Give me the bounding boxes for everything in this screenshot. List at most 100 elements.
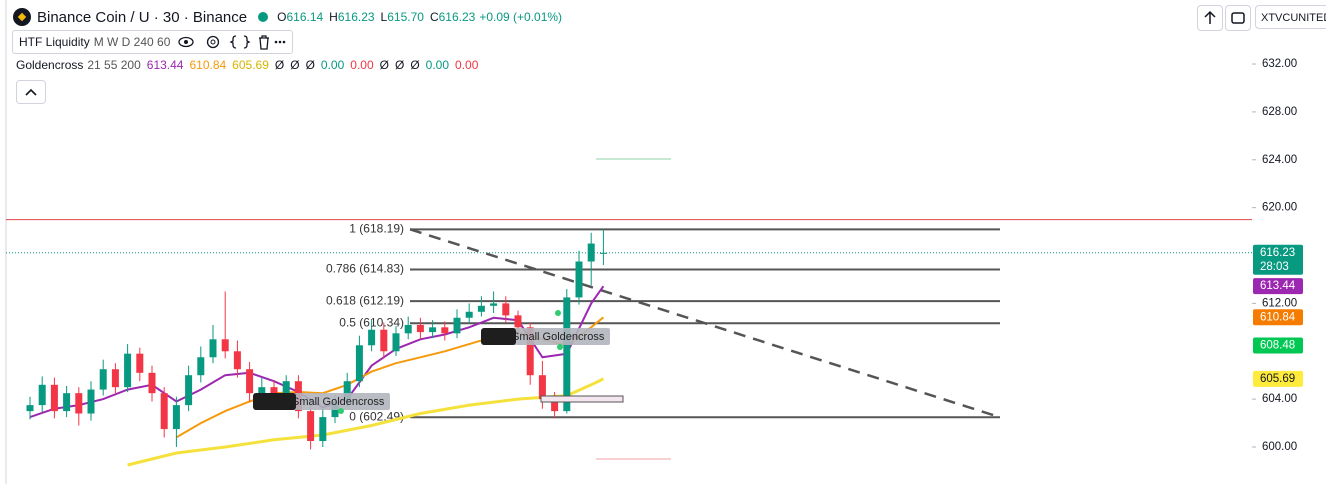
price-tag	[1253, 370, 1303, 387]
candle-body	[319, 417, 327, 442]
candle-body	[453, 317, 461, 334]
candle-body	[63, 393, 71, 412]
fullscreen-button[interactable]	[1225, 5, 1251, 31]
candle-body	[355, 345, 363, 382]
ohlc-key: L	[380, 10, 388, 24]
ohlc-values: O 616.14 H 616.23 L 615.70 C 616.23	[271, 10, 475, 24]
candle-body	[185, 375, 193, 406]
candle-body	[514, 315, 522, 328]
indicator-value: 613.44	[146, 58, 184, 72]
candle-body	[124, 353, 132, 388]
indicator-value: 0.00	[320, 58, 345, 72]
signal-dot	[557, 344, 563, 350]
candle-body	[38, 384, 46, 406]
candle-body	[209, 339, 217, 358]
y-tick-label: 620.00	[1262, 202, 1297, 214]
candle-body	[551, 399, 559, 412]
countdown: 28:03	[1260, 261, 1289, 273]
signal-label: Small Goldencross	[292, 396, 385, 408]
ohlc-key: O	[277, 10, 287, 24]
indicator-value: Ø	[410, 58, 420, 72]
candle-body	[538, 375, 546, 400]
candle-body	[270, 387, 278, 397]
price-tag-label: 608.48	[1260, 340, 1295, 352]
signal-label: Small Goldencross	[512, 331, 605, 343]
price-tag	[1253, 244, 1303, 275]
candle-body	[233, 351, 241, 370]
candle-body	[380, 329, 388, 352]
candle-body	[75, 393, 83, 414]
indicator-name[interactable]: Goldencross	[16, 58, 84, 72]
coin-icon	[13, 8, 31, 26]
y-tick-label: 604.00	[1262, 393, 1297, 405]
candle-body	[172, 405, 180, 430]
price-axis	[1252, 0, 1326, 484]
fib-label: 0.618 (612.19)	[326, 293, 404, 307]
indicator-params: M W D 240 60	[93, 35, 171, 49]
market-status	[258, 12, 269, 22]
candle-body	[526, 327, 534, 376]
price-tag-label: 613.44	[1260, 280, 1296, 292]
signal-label-bg	[508, 328, 610, 345]
ohlc-value: 615.70	[387, 10, 424, 24]
candle-body	[50, 384, 58, 412]
indicator-name[interactable]: HTF Liquidity	[19, 35, 90, 49]
candle-body	[441, 327, 449, 334]
y-tick-label: 600.00	[1262, 441, 1297, 453]
candle-body	[490, 303, 498, 306]
scroll-up-button[interactable]	[1197, 5, 1223, 31]
account-button[interactable]: XTVCUNITED	[1255, 5, 1326, 29]
symbol-title[interactable]: Binance Coin / U · 30 · Binance	[37, 8, 248, 26]
chevron-icon	[25, 88, 37, 96]
indicator-value: 0.00	[425, 58, 450, 72]
signal-marker	[481, 328, 516, 345]
y-tick-label: 628.00	[1262, 106, 1297, 118]
collapse-button[interactable]	[16, 80, 46, 104]
candle-body	[599, 252, 607, 254]
arrow-icon	[1204, 10, 1216, 24]
candle-body	[392, 333, 400, 352]
y-tick-label: 632.00	[1262, 58, 1297, 70]
indicator-value: Ø	[305, 58, 315, 72]
candle-body	[575, 261, 583, 298]
signal-marker	[253, 393, 296, 410]
indicator-row: Goldencross 21 55 200 613.44 610.84 605.69…	[16, 55, 478, 75]
candle-body	[136, 353, 144, 373]
symbol-bar: Binance Coin / U · 30 · Binance O 616.14 H…	[12, 6, 562, 28]
candle-body	[148, 372, 156, 394]
indicator-value: Ø	[274, 58, 285, 72]
ohlc-value: 616.23	[438, 10, 476, 24]
ohlc-value: 616.23	[337, 10, 375, 24]
candle-body	[26, 405, 34, 412]
candle-body	[404, 324, 412, 334]
candle-body	[111, 369, 119, 388]
candle-body	[87, 389, 95, 414]
fib-label: 1 (618.19)	[349, 221, 404, 235]
candle-body	[429, 327, 437, 333]
candle-body	[465, 311, 473, 318]
candle-body	[563, 297, 571, 412]
fib-label: 0 (602.49)	[349, 409, 404, 423]
indicator-actions[interactable]	[176, 33, 286, 51]
change: +0.09 (+0.01%)	[479, 10, 563, 24]
ohlc-key: C	[429, 10, 439, 24]
indicator-value: Ø	[379, 58, 389, 72]
indicator-value: 605.69	[232, 58, 269, 72]
zone-box	[540, 395, 624, 403]
candle-body	[246, 369, 254, 394]
indicator-params: 21 55 200	[87, 58, 141, 72]
indicator-row: HTF Liquidity M W D 240 60	[12, 30, 294, 54]
trend-line	[409, 228, 1001, 419]
signal-label-bg	[288, 393, 390, 410]
price-tag	[1253, 337, 1303, 354]
indicator-value: 610.84	[189, 58, 227, 72]
candle-body	[307, 411, 315, 442]
signal-dot	[338, 408, 344, 414]
price-tag-label: 616.23	[1260, 247, 1295, 259]
price-tag	[1253, 278, 1303, 295]
price-tag	[1253, 309, 1303, 326]
y-tick-label: 612.00	[1262, 297, 1297, 309]
indicator-value: 0.00	[455, 58, 479, 72]
